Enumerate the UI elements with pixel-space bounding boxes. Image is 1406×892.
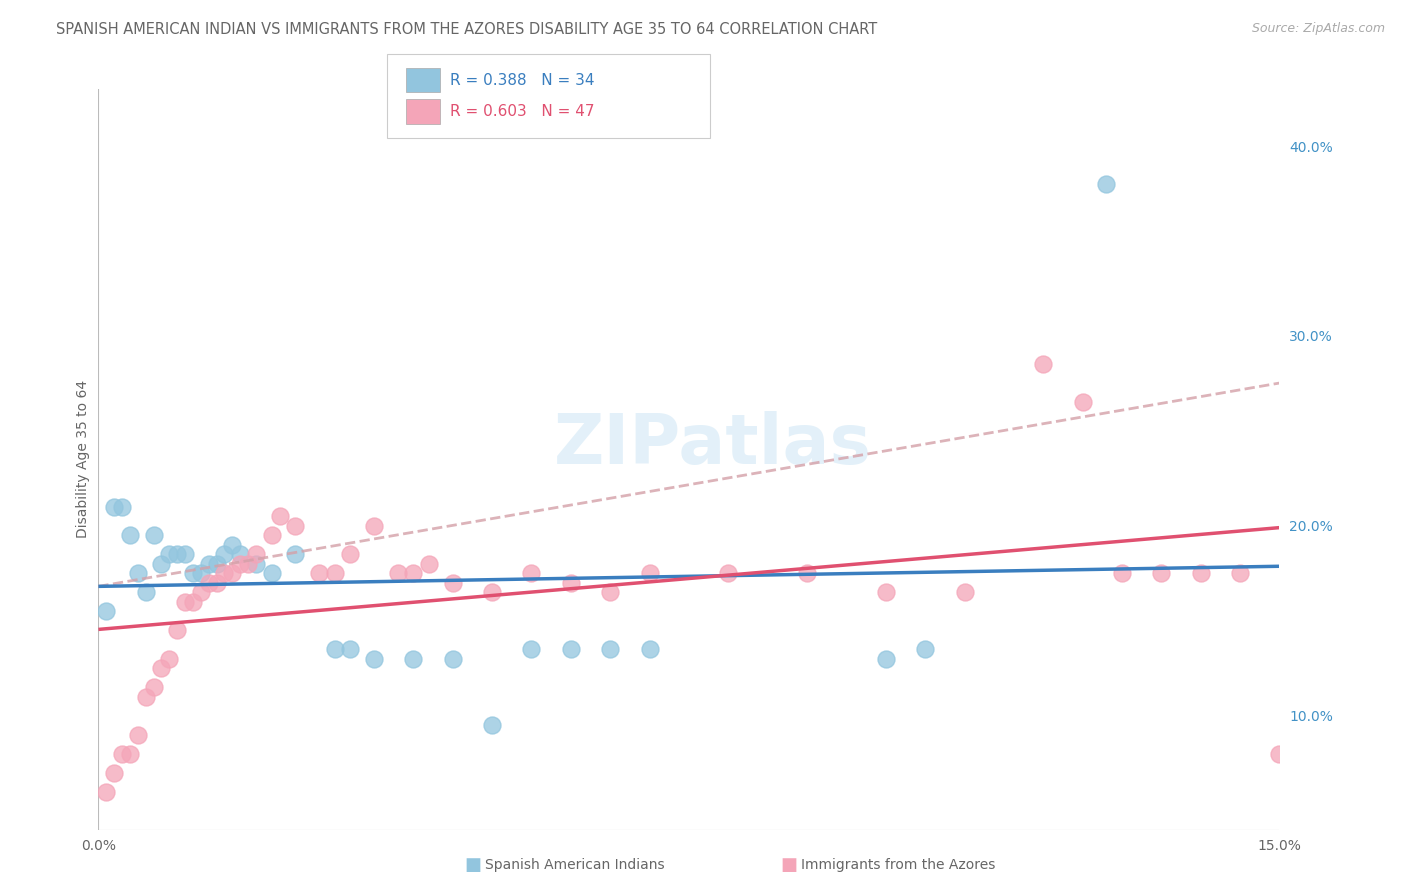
Point (174, 595, 197, 609)
Point (481, 585, 503, 599)
Point (118, 528, 141, 542)
Point (229, 557, 252, 571)
Point (323, 566, 346, 581)
Point (599, 585, 621, 599)
Text: ■: ■ (780, 856, 797, 874)
Point (875, 651, 897, 665)
Point (157, 651, 180, 665)
Point (520, 642, 543, 657)
Point (520, 566, 543, 581)
Text: R = 0.388   N = 34: R = 0.388 N = 34 (450, 73, 595, 87)
Point (1032, 358, 1054, 372)
Point (599, 642, 621, 657)
Point (402, 651, 425, 665)
Point (717, 566, 740, 581)
Y-axis label: Disability Age 35 to 64: Disability Age 35 to 64 (76, 380, 90, 539)
Point (323, 642, 346, 657)
Point (150, 661, 173, 675)
Point (245, 557, 267, 571)
Point (166, 624, 188, 638)
Point (560, 575, 582, 590)
Point (103, 765, 125, 780)
Point (796, 566, 818, 581)
Point (402, 566, 425, 581)
Point (638, 566, 661, 581)
Point (190, 585, 212, 599)
Point (96, 784, 118, 798)
Point (260, 566, 283, 581)
Point (875, 585, 897, 599)
Point (135, 585, 157, 599)
Point (135, 690, 157, 704)
Point (269, 509, 291, 524)
Point (142, 680, 165, 694)
Point (560, 642, 582, 657)
Text: Source: ZipAtlas.com: Source: ZipAtlas.com (1251, 22, 1385, 36)
Point (221, 566, 243, 581)
Point (166, 547, 188, 561)
Point (1189, 566, 1212, 581)
Point (181, 566, 204, 581)
Point (157, 547, 180, 561)
Point (150, 557, 173, 571)
Point (96, 604, 118, 618)
Point (308, 566, 330, 581)
Point (190, 566, 212, 581)
Point (441, 651, 464, 665)
Text: ■: ■ (464, 856, 481, 874)
Point (1229, 566, 1251, 581)
Point (214, 547, 236, 561)
Point (205, 575, 228, 590)
Point (181, 595, 204, 609)
Point (284, 547, 307, 561)
Point (118, 747, 141, 761)
Text: Immigrants from the Azores: Immigrants from the Azores (801, 858, 995, 872)
Point (363, 651, 385, 665)
Point (363, 518, 385, 533)
Point (260, 528, 283, 542)
Point (127, 728, 149, 742)
Point (221, 538, 243, 552)
Point (111, 500, 134, 514)
Text: ZIPatlas: ZIPatlas (554, 411, 872, 478)
Text: SPANISH AMERICAN INDIAN VS IMMIGRANTS FROM THE AZORES DISABILITY AGE 35 TO 64 CO: SPANISH AMERICAN INDIAN VS IMMIGRANTS FR… (56, 22, 877, 37)
Text: Spanish American Indians: Spanish American Indians (485, 858, 665, 872)
Point (481, 718, 503, 732)
Point (284, 518, 307, 533)
Point (142, 528, 165, 542)
Point (418, 557, 440, 571)
Text: R = 0.603   N = 47: R = 0.603 N = 47 (450, 104, 595, 119)
Point (197, 575, 219, 590)
Point (174, 547, 197, 561)
Point (127, 566, 149, 581)
Point (914, 642, 936, 657)
Point (214, 566, 236, 581)
Point (1150, 566, 1173, 581)
Point (1095, 177, 1118, 191)
Point (1071, 395, 1094, 409)
Point (638, 642, 661, 657)
Point (111, 747, 134, 761)
Point (229, 547, 252, 561)
Point (245, 547, 267, 561)
Point (1268, 747, 1291, 761)
Point (205, 557, 228, 571)
Point (103, 500, 125, 514)
Point (236, 557, 259, 571)
Point (1111, 566, 1133, 581)
Point (339, 547, 361, 561)
Point (441, 575, 464, 590)
Point (339, 642, 361, 657)
Point (387, 566, 409, 581)
Point (197, 557, 219, 571)
Point (953, 585, 976, 599)
